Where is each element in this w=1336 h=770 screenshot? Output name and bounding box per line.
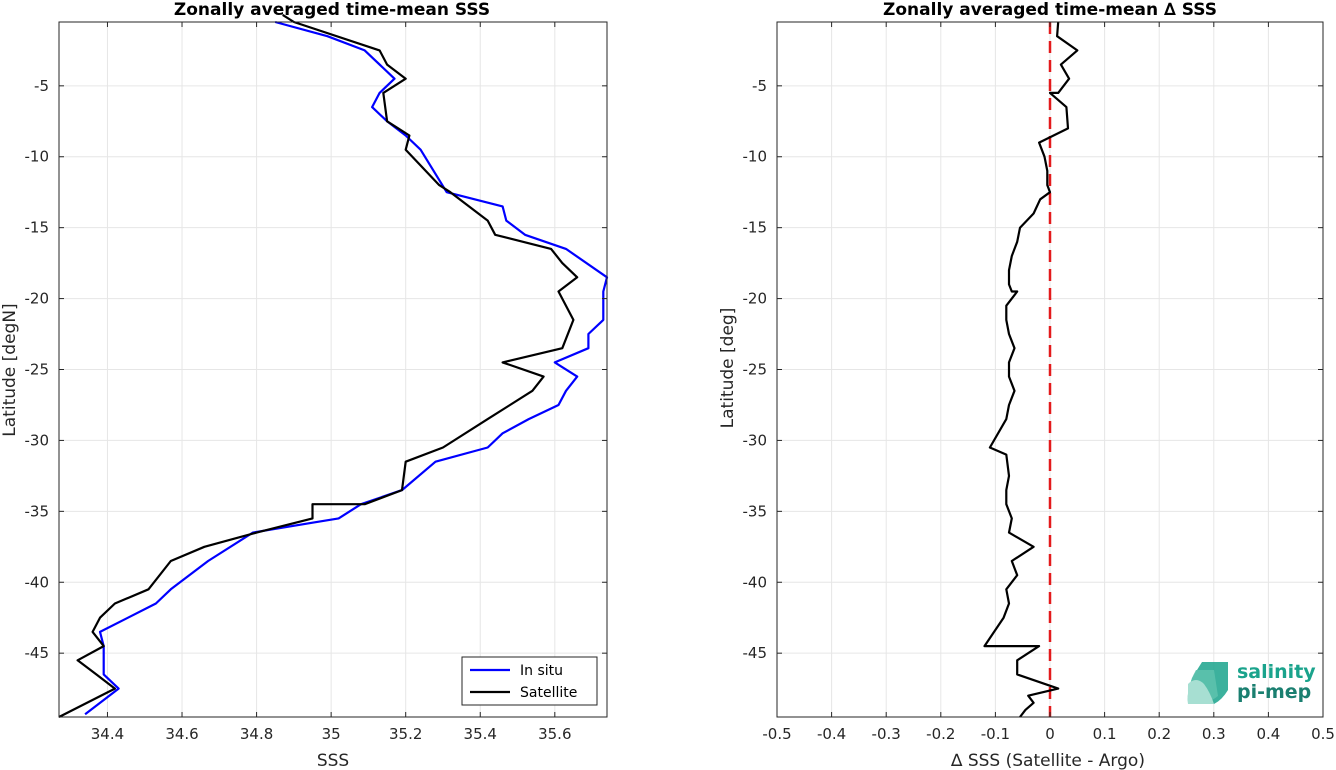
left-x-tick-label: 34.4 — [91, 725, 124, 743]
legend-box — [461, 656, 598, 706]
right-x-tick-label: -0.5 — [762, 725, 791, 743]
logo-text-pi-mep: pi-mep — [1237, 681, 1311, 703]
panel-delta-sss: Zonally averaged time-mean ∆ SSS -0.5 -0.… — [718, 0, 1335, 770]
left-chart-title: Zonally averaged time-mean SSS — [174, 0, 490, 20]
logo-text-salinity: salinity — [1237, 661, 1316, 683]
right-x-axis-label: ∆ SSS (Satellite - Argo) — [950, 751, 1145, 770]
right-x-tick-label: -0.4 — [817, 725, 846, 743]
right-x-tick-label: 0 — [1045, 725, 1055, 743]
right-y-tick-label: -10 — [743, 148, 768, 166]
left-x-tick-label: 34.8 — [240, 725, 273, 743]
left-y-tick-label: -10 — [25, 148, 50, 166]
right-x-tick-label: 0.5 — [1311, 725, 1335, 743]
right-chart-title: Zonally averaged time-mean ∆ SSS — [883, 0, 1217, 20]
left-series-line-satellite — [58, 13, 579, 718]
left-x-tick-label: 35.2 — [389, 725, 422, 743]
right-y-tick-label: -15 — [743, 219, 768, 237]
left-x-tick-label: 35.4 — [464, 725, 497, 743]
left-x-tick-label: 34.6 — [165, 725, 198, 743]
left-y-tick-label: -25 — [25, 361, 50, 379]
left-y-tick-label: -20 — [25, 290, 50, 308]
left-y-ticks: -5 -10 -15 -20 -25 -30 -35 -40 -45 — [25, 77, 607, 662]
right-y-axis-label: Latitude [deg] — [718, 308, 738, 429]
logo-waves-icon — [1187, 662, 1228, 704]
left-y-tick-label: -15 — [25, 219, 50, 237]
right-y-tick-label: -35 — [743, 502, 768, 520]
left-y-tick-label: -30 — [25, 431, 50, 449]
legend-label-satellite: Satellite — [520, 685, 577, 701]
left-x-tick-label: 35 — [322, 725, 341, 743]
right-y-tick-label: -30 — [743, 431, 768, 449]
left-y-tick-label: -5 — [34, 77, 49, 95]
right-y-ticks: -5 -10 -15 -20 -25 -30 -35 -40 -45 — [743, 77, 1323, 662]
right-y-tick-label: -20 — [743, 290, 768, 308]
left-x-tick-label: 35.6 — [538, 725, 571, 743]
right-x-tick-label: -0.2 — [926, 725, 955, 743]
salinity-pi-mep-logo: salinity pi-mep — [1187, 661, 1316, 704]
right-x-tick-label: 0.1 — [1093, 725, 1117, 743]
left-series-group — [58, 13, 609, 718]
right-x-tick-label: -0.3 — [872, 725, 901, 743]
left-y-axis-label: Latitude [degN] — [0, 303, 20, 436]
right-x-tick-label: 0.2 — [1147, 725, 1171, 743]
left-y-tick-label: -35 — [25, 502, 50, 520]
right-y-tick-label: -45 — [743, 644, 768, 662]
right-x-tick-label: -0.1 — [981, 725, 1010, 743]
right-x-ticks: -0.5 -0.4 -0.3 -0.2 -0.1 0 0.1 0.2 0.3 0.4 0.5 — [762, 22, 1335, 743]
right-y-tick-label: -5 — [752, 77, 767, 95]
right-series-line-difference — [983, 21, 1079, 718]
right-x-tick-label: 0.4 — [1256, 725, 1280, 743]
right-series-group — [983, 21, 1079, 718]
left-x-axis-label: SSS — [317, 751, 349, 770]
right-x-tick-label: 0.3 — [1202, 725, 1226, 743]
right-y-tick-label: -25 — [743, 361, 768, 379]
legend: In situ Satellite — [461, 656, 598, 706]
left-x-ticks: 34.4 34.6 34.8 35 35.2 35.4 35.6 — [91, 22, 572, 743]
panel-sss: Zonally averaged time-mean SSS 34.4 34.6 3… — [0, 0, 609, 770]
left-y-tick-label: -40 — [25, 573, 50, 591]
right-y-tick-label: -40 — [743, 573, 768, 591]
legend-label-in-situ: In situ — [520, 663, 563, 679]
left-y-tick-label: -45 — [25, 644, 50, 662]
